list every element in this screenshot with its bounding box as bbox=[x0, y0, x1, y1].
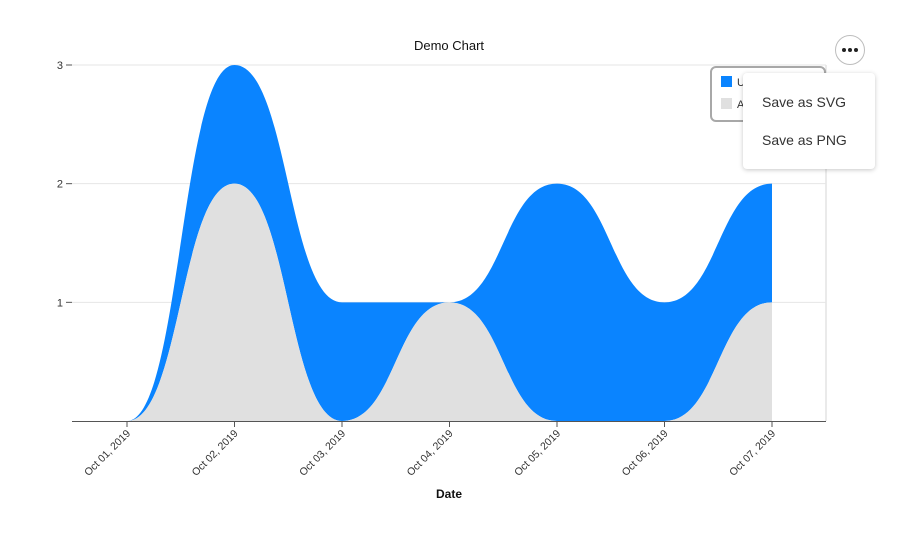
x-tick-label: Oct 06, 2019 bbox=[620, 428, 671, 479]
x-tick-label: Oct 04, 2019 bbox=[405, 428, 456, 479]
x-tick-label: Oct 01, 2019 bbox=[82, 428, 133, 479]
chart-title: Demo Chart bbox=[413, 38, 485, 53]
legend-entry-label[interactable]: A bbox=[737, 99, 745, 111]
area-series-0 bbox=[127, 183, 772, 421]
x-tick-label: Oct 02, 2019 bbox=[190, 428, 241, 479]
more-horizontal-icon bbox=[848, 48, 852, 52]
x-tick-label: Oct 07, 2019 bbox=[727, 428, 778, 479]
x-axis-label: Date bbox=[435, 487, 462, 501]
y-tick-label: 2 bbox=[57, 179, 63, 191]
y-tick-label: 1 bbox=[57, 297, 63, 309]
chart-menu-button[interactable] bbox=[835, 35, 865, 65]
legend-swatch bbox=[721, 98, 732, 109]
legend-swatch bbox=[721, 76, 732, 87]
area-series-1 bbox=[127, 65, 772, 421]
more-horizontal-icon bbox=[842, 48, 846, 52]
more-horizontal-icon bbox=[854, 48, 858, 52]
export-menu: Save as SVG Save as PNG bbox=[743, 73, 875, 169]
area-series-group bbox=[127, 65, 772, 421]
save-as-png-menu-item[interactable]: Save as PNG bbox=[762, 132, 847, 148]
y-tick-label: 3 bbox=[57, 60, 63, 72]
x-tick-label: Oct 05, 2019 bbox=[512, 428, 563, 479]
x-tick-label: Oct 03, 2019 bbox=[297, 428, 348, 479]
legend-entry-label[interactable]: U bbox=[737, 77, 745, 89]
save-as-svg-menu-item[interactable]: Save as SVG bbox=[762, 94, 847, 110]
